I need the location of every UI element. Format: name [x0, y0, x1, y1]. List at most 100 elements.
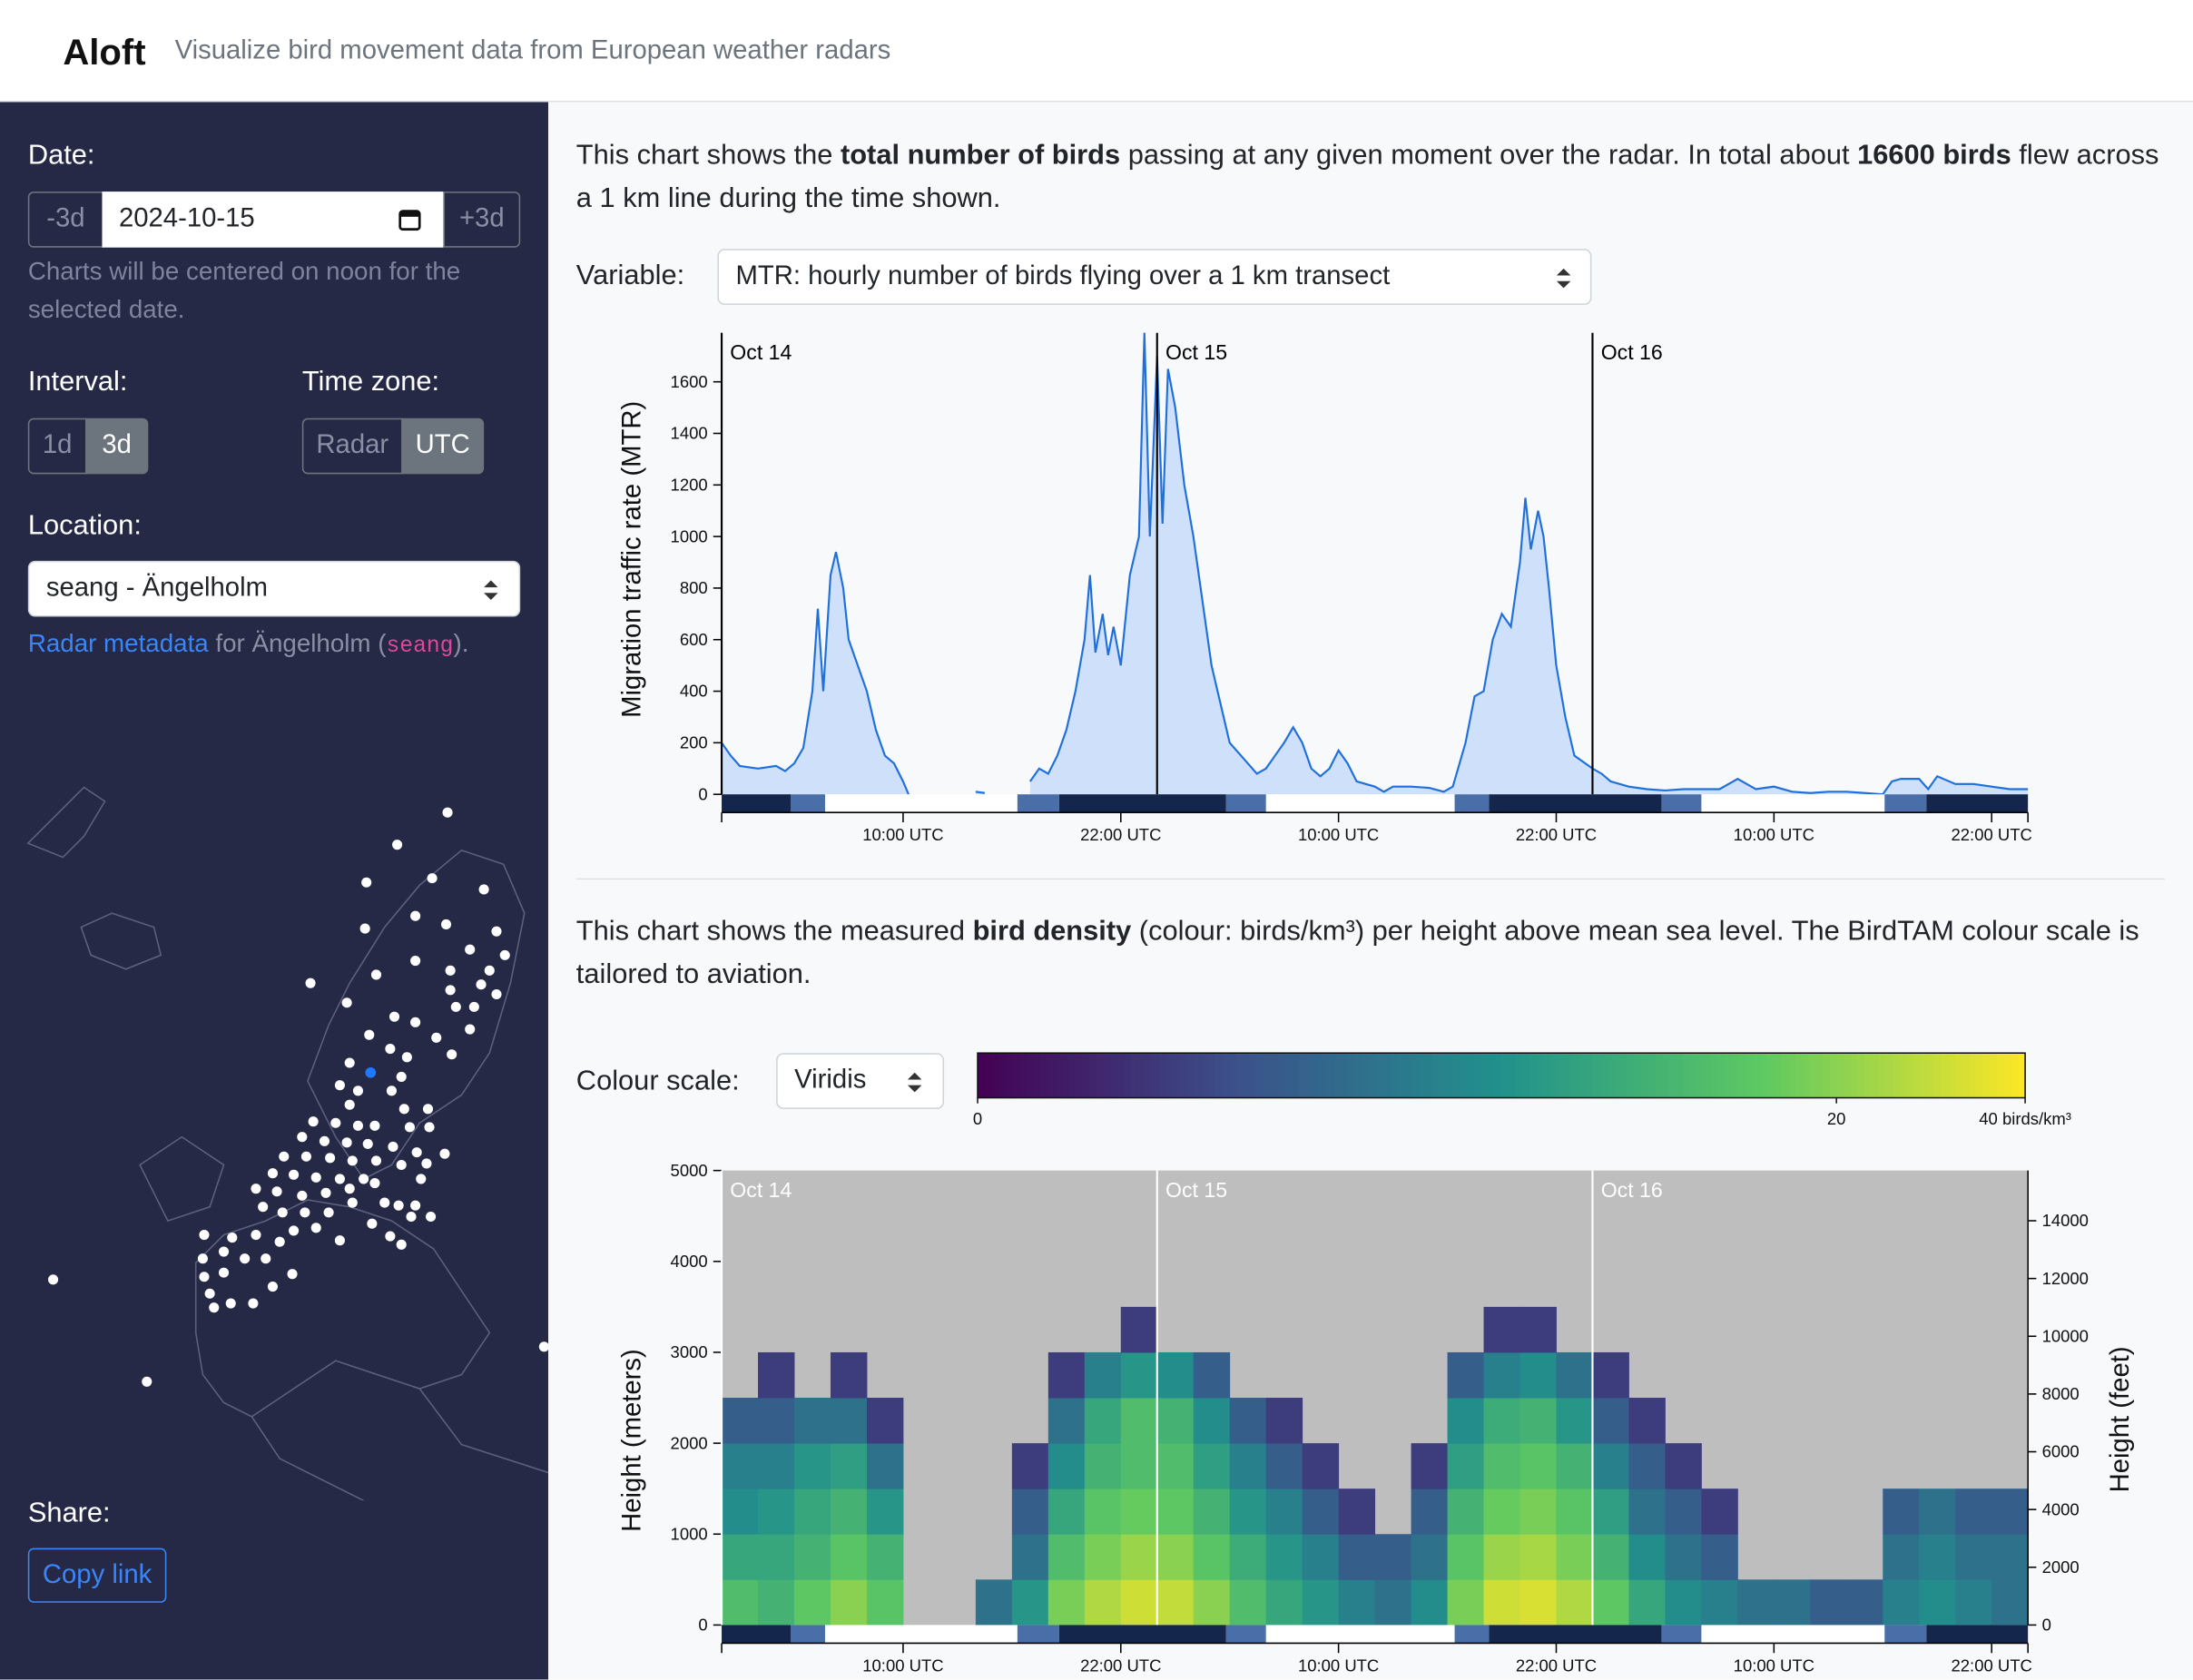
radar-dot: [370, 1155, 382, 1166]
heatmap-cell: [866, 1534, 904, 1580]
heatmap-cell: [758, 1579, 795, 1626]
heatmap-cell: [794, 1398, 831, 1444]
colorbar-swatch: [1982, 1053, 1991, 1098]
heatmap-cell: [1265, 1398, 1303, 1444]
colorbar-swatch: [1717, 1053, 1726, 1098]
colorbar-swatch: [1131, 1053, 1139, 1098]
heatmap-cell: [1447, 1579, 1484, 1626]
y-axis-label: Migration traffic rate (MTR): [618, 401, 647, 718]
radar-dot: [310, 1223, 321, 1233]
heatmap-cell: [1483, 1351, 1520, 1399]
interval-option[interactable]: 3d: [84, 418, 149, 475]
heatmap-cell: [1120, 1488, 1158, 1535]
area: [722, 332, 2029, 795]
colorbar-swatch: [1466, 1053, 1475, 1098]
radar-map[interactable]: [0, 717, 548, 1501]
variable-select[interactable]: MTR: hourly number of birds flying over …: [717, 249, 1592, 305]
heatmap-cell: [1519, 1443, 1557, 1489]
heatmap-cell: [1120, 1534, 1158, 1580]
heatmap-cell: [1047, 1488, 1086, 1535]
timezone-option[interactable]: Radar: [301, 418, 403, 475]
colorbar-swatch: [1089, 1053, 1097, 1098]
heatmap-cell: [1120, 1306, 1158, 1353]
date-value: 2024-10-15: [118, 203, 255, 234]
interval-option[interactable]: 1d: [27, 418, 87, 475]
radar-dot: [347, 1197, 358, 1208]
heatmap-cell: [1955, 1579, 1992, 1626]
colorbar-swatch: [1180, 1053, 1188, 1098]
night-band: [1489, 794, 1662, 813]
colorbar-swatch: [1054, 1053, 1063, 1098]
colorbar-swatch: [1501, 1053, 1510, 1098]
twilight-band: [791, 1625, 825, 1644]
heatmap-cell: [1883, 1488, 1920, 1535]
colorbar-swatch: [1613, 1053, 1621, 1098]
heatmap-cell: [1592, 1579, 1629, 1626]
x-tick-label: 10:00 UTC: [862, 825, 943, 844]
radar-dot: [297, 1190, 308, 1201]
date-input[interactable]: 2024-10-15: [102, 192, 444, 248]
metadata-link[interactable]: Radar metadata: [27, 629, 209, 658]
radar-code: seang: [386, 633, 454, 659]
day-label: Oct 15: [1165, 340, 1227, 364]
heatmap-cell: [1084, 1398, 1122, 1444]
timezone-option[interactable]: UTC: [401, 418, 485, 475]
colorbar-swatch: [1347, 1053, 1356, 1098]
radar-dot: [359, 1174, 369, 1184]
heatmap-cell: [975, 1579, 1013, 1626]
colorbar-swatch: [1906, 1053, 1914, 1098]
colorbar-swatch: [1536, 1053, 1544, 1098]
heatmap-cell: [1447, 1488, 1484, 1535]
colour-select[interactable]: Viridis: [776, 1053, 945, 1109]
day-label: Oct 14: [730, 1178, 792, 1202]
line: [721, 332, 2029, 796]
calendar-icon: [398, 210, 421, 231]
heatmap-cell: [866, 1398, 904, 1444]
heatmap-cell: [758, 1488, 795, 1535]
heatmap-cell: [1483, 1579, 1520, 1626]
prev-button[interactable]: -3d: [27, 192, 104, 248]
colorbar-swatch: [1640, 1053, 1649, 1098]
colorbar-swatch: [1368, 1053, 1377, 1098]
twilight-band: [1884, 794, 1927, 813]
heatmap-cell: [1447, 1398, 1484, 1444]
copy-link-button[interactable]: Copy link: [27, 1547, 167, 1603]
selected-radar-dot: [365, 1066, 377, 1078]
y-tick-label: 5000: [671, 1161, 708, 1180]
radar-dot: [404, 1122, 416, 1133]
heatmap-cell: [830, 1443, 868, 1489]
colorbar-swatch: [1564, 1053, 1572, 1098]
heatmap-cell: [1483, 1488, 1520, 1535]
heatmap-cell: [1193, 1488, 1231, 1535]
location-select[interactable]: seang - Ängelholm: [27, 560, 521, 617]
heatmap-cell: [1592, 1398, 1629, 1444]
radar-dot: [334, 1235, 345, 1246]
radar-dot: [218, 1246, 230, 1257]
colorbar-swatch: [1424, 1053, 1432, 1098]
text-bold: bird density: [972, 916, 1132, 948]
heatmap-cell: [1193, 1534, 1231, 1580]
colorbar-swatch: [1836, 1053, 1844, 1098]
heatmap-cell: [722, 1398, 759, 1444]
colorbar-swatch: [1061, 1053, 1069, 1098]
radar-dot: [325, 1153, 336, 1164]
y-tick-label: 1200: [671, 475, 708, 494]
night-band: [1058, 1625, 1226, 1644]
colorbar-swatch: [1459, 1053, 1468, 1098]
radar-dot: [320, 1187, 331, 1198]
next-button[interactable]: +3d: [443, 192, 521, 248]
heatmap-cell: [794, 1443, 831, 1489]
twilight-band: [1017, 794, 1059, 813]
colorbar-swatch: [1396, 1053, 1405, 1098]
colorbar-swatch: [1333, 1053, 1342, 1098]
y-tick-label: 1600: [671, 372, 708, 391]
radar-dot: [396, 1239, 407, 1250]
radar-dot: [204, 1288, 215, 1299]
heatmap-cell: [1665, 1488, 1702, 1535]
colorbar-swatch: [1598, 1053, 1608, 1098]
x-tick-label: 10:00 UTC: [1734, 1655, 1814, 1675]
night-band: [1489, 1625, 1662, 1644]
y2-tick-label: 10000: [2042, 1326, 2089, 1345]
colorbar-swatch: [2018, 1053, 2026, 1098]
colorbar-swatch: [1746, 1053, 1754, 1098]
